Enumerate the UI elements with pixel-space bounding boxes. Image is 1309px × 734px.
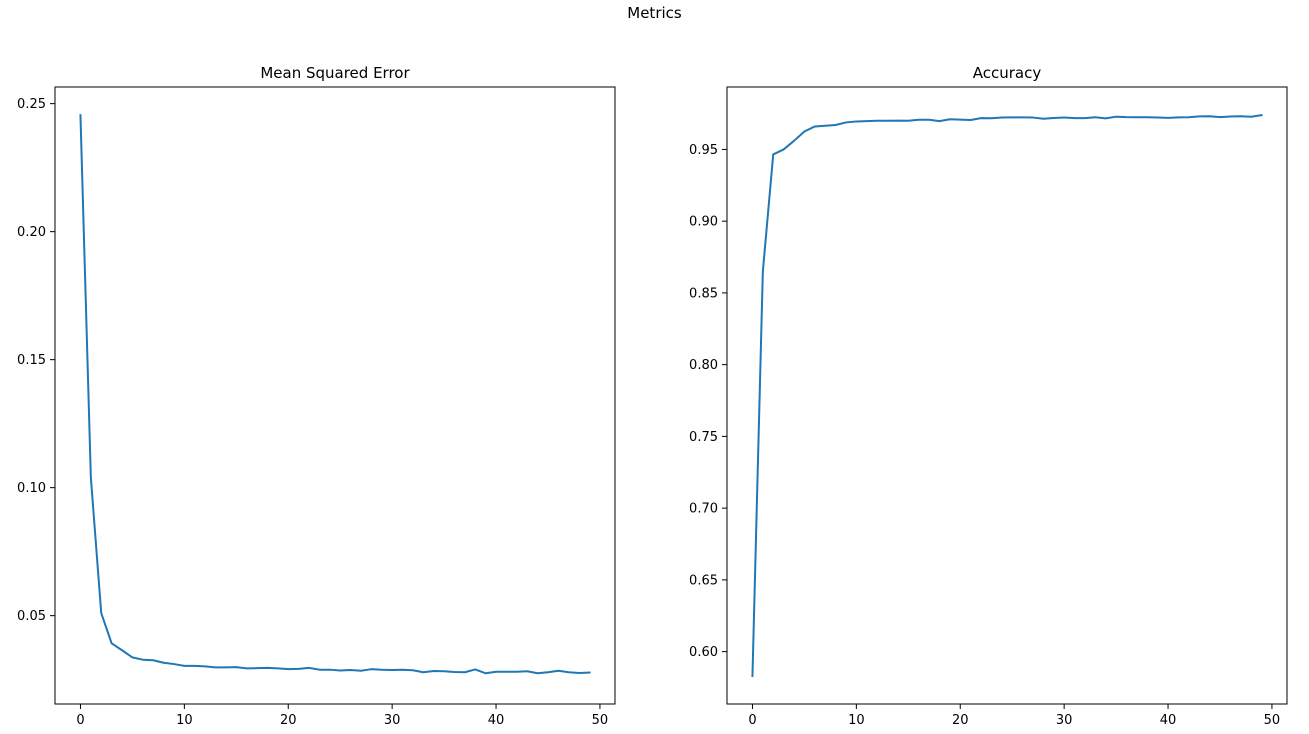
mse-x-tick-label: 50 bbox=[592, 713, 609, 728]
accuracy-chart: Accuracy 0 10 20 30 40 50 0.60 0.65 0.70 0.75 0.80… bbox=[689, 64, 1288, 728]
accuracy-x-tick-label: 30 bbox=[1056, 713, 1073, 728]
accuracy-x-tick-label: 0 bbox=[748, 713, 756, 728]
accuracy-series-line bbox=[751, 113, 1263, 678]
accuracy-y-tick-label: 0.85 bbox=[689, 286, 718, 301]
accuracy-y-tick-label: 0.60 bbox=[689, 645, 718, 660]
mse-chart: Mean Squared Error 0 10 20 30 40 50 0.05 0.10 0.… bbox=[17, 64, 616, 728]
accuracy-y-tick-label: 0.75 bbox=[689, 430, 718, 445]
accuracy-y-tick-label: 0.65 bbox=[689, 573, 718, 588]
accuracy-x-tick-label: 20 bbox=[952, 713, 969, 728]
mse-x-tick-label: 40 bbox=[488, 713, 505, 728]
figure-suptitle: Metrics bbox=[627, 4, 682, 22]
mse-x-tick-label: 30 bbox=[384, 713, 401, 728]
accuracy-axes-frame bbox=[726, 86, 1288, 705]
accuracy-y-tick-label: 0.80 bbox=[689, 358, 718, 373]
accuracy-chart-title: Accuracy bbox=[973, 64, 1042, 82]
accuracy-y-tick-label: 0.90 bbox=[689, 215, 718, 230]
mse-y-tick-label: 0.05 bbox=[17, 609, 46, 624]
mse-y-tick-label: 0.15 bbox=[17, 353, 46, 368]
mse-y-tick-label: 0.25 bbox=[17, 97, 46, 112]
mse-chart-title: Mean Squared Error bbox=[260, 64, 410, 82]
mse-x-tick-label: 20 bbox=[280, 713, 297, 728]
mse-y-tick-label: 0.20 bbox=[17, 225, 46, 240]
accuracy-x-tick-label: 10 bbox=[848, 713, 865, 728]
accuracy-y-tick-label: 0.95 bbox=[689, 143, 718, 158]
mse-x-tick-label: 0 bbox=[76, 713, 84, 728]
mse-y-tick-label: 0.10 bbox=[17, 481, 46, 496]
accuracy-y-tick-label: 0.70 bbox=[689, 502, 718, 517]
accuracy-x-tick-label: 40 bbox=[1160, 713, 1177, 728]
mse-axes-frame bbox=[54, 86, 616, 705]
mse-series-line bbox=[79, 114, 591, 675]
mse-x-tick-label: 10 bbox=[176, 713, 193, 728]
accuracy-x-tick-label: 50 bbox=[1264, 713, 1281, 728]
